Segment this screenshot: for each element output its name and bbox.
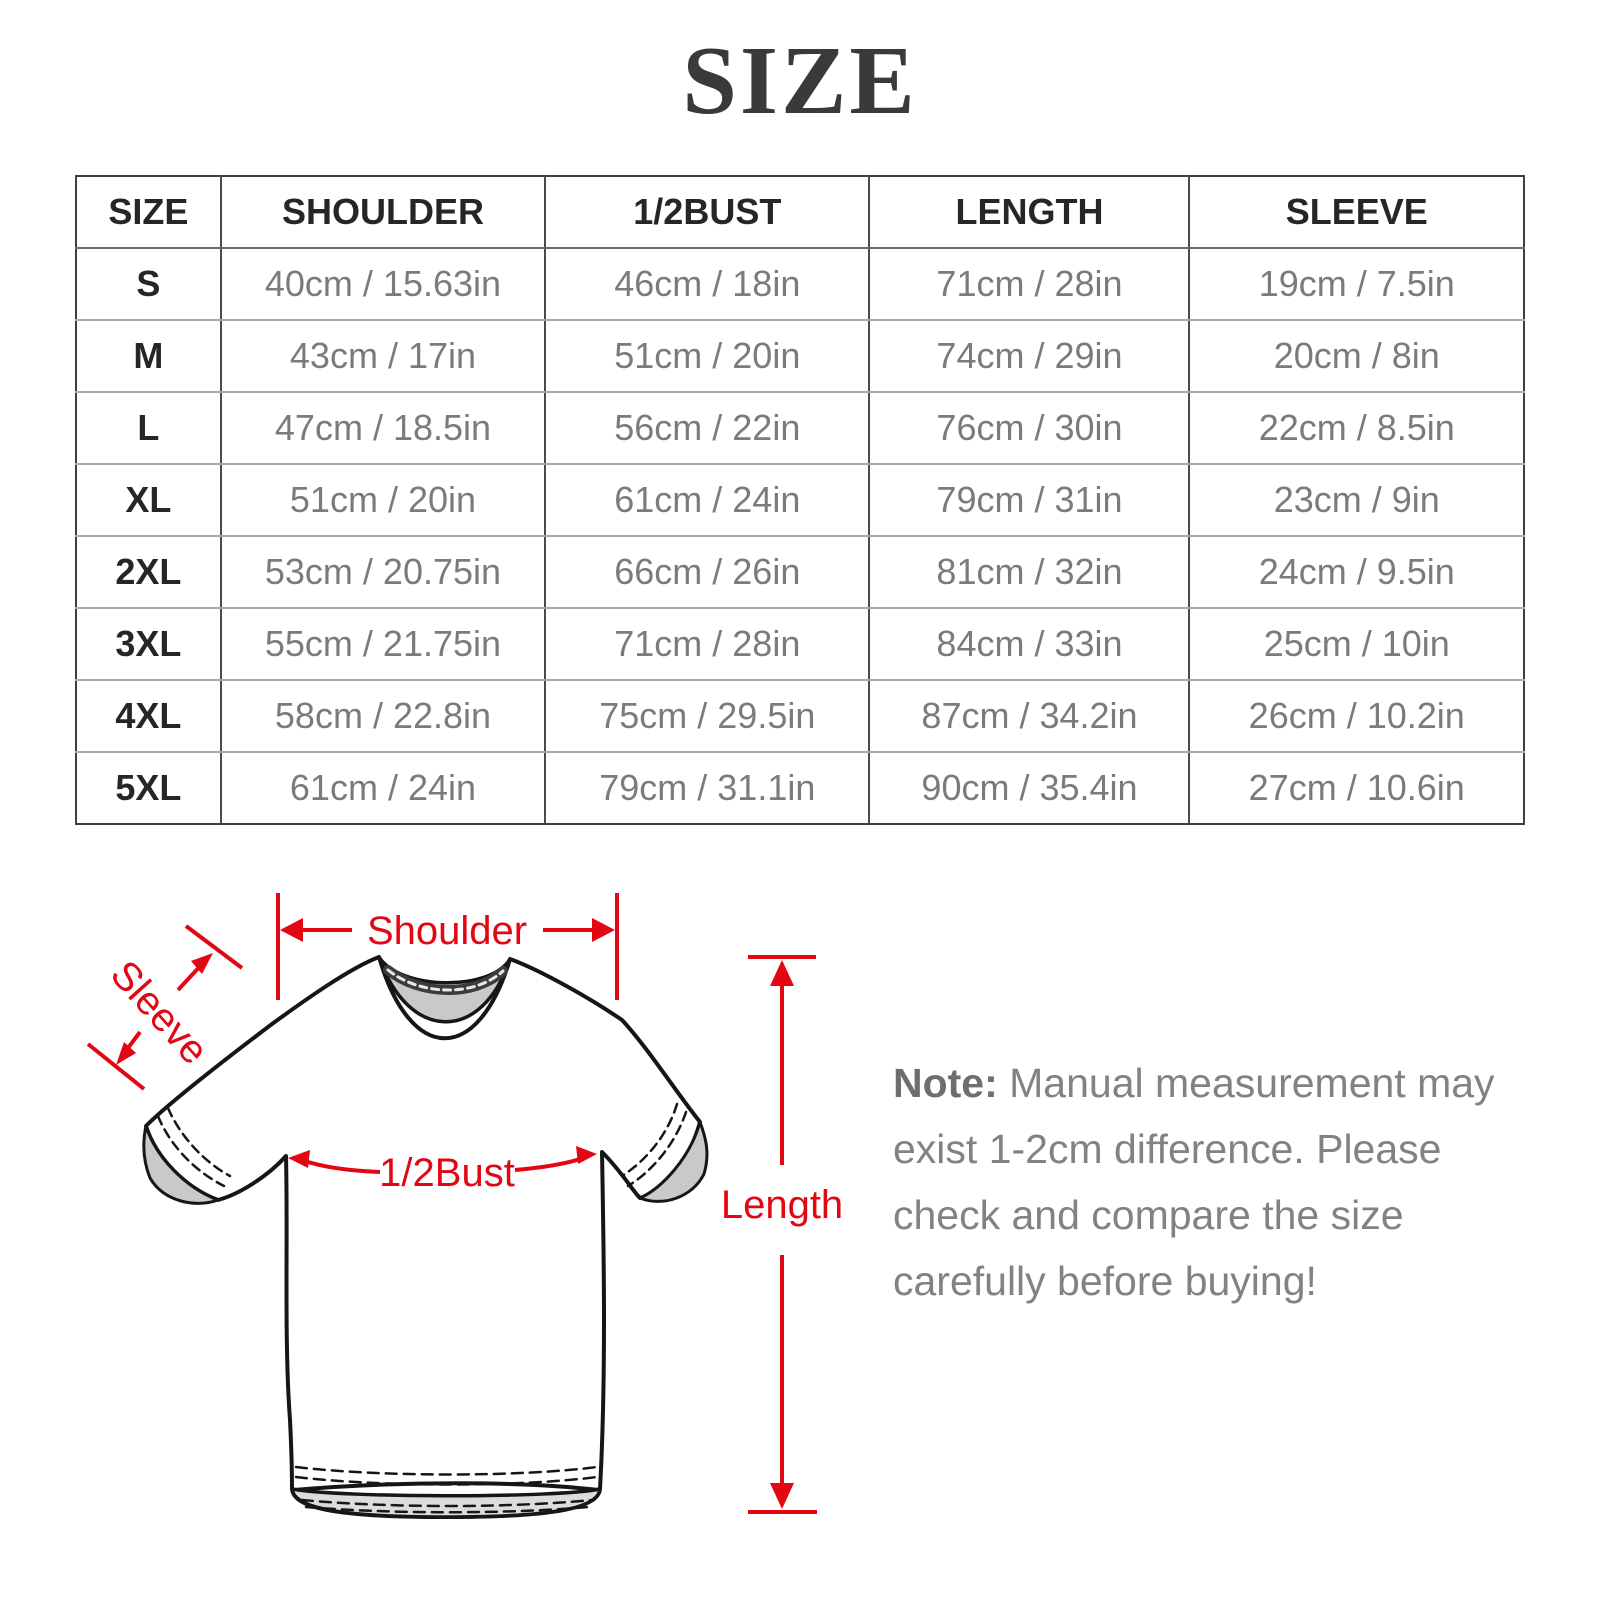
measurement-cell: 27cm / 10.6in <box>1188 751 1525 825</box>
measurement-cell: 79cm / 31.1in <box>544 751 871 825</box>
measurement-cell: 58cm / 22.8in <box>219 679 547 753</box>
measurement-cell: 87cm / 34.2in <box>868 679 1191 753</box>
table-row: 5XL 61cm / 24in 79cm / 31.1in 90cm / 35.… <box>75 751 1525 825</box>
size-cell: 4XL <box>75 679 222 753</box>
measurement-cell: 47cm / 18.5in <box>219 391 547 465</box>
col-header-length: LENGTH <box>868 175 1191 249</box>
page-title: SIZE <box>682 27 918 135</box>
measurement-cell: 24cm / 9.5in <box>1188 535 1525 609</box>
hem-band-stitch <box>304 1505 590 1514</box>
measurement-cell: 66cm / 26in <box>544 535 871 609</box>
measurement-cell: 75cm / 29.5in <box>544 679 871 753</box>
measurement-cell: 55cm / 21.75in <box>219 607 547 681</box>
note-line: check and compare the size <box>893 1192 1404 1238</box>
note-line: exist 1-2cm difference. Please <box>893 1126 1442 1172</box>
hem-stitch <box>294 1465 599 1476</box>
measurement-cell: 51cm / 20in <box>544 319 871 393</box>
table-row: XL 51cm / 20in 61cm / 24in 79cm / 31in 2… <box>75 463 1525 537</box>
measurement-cell: 61cm / 24in <box>219 751 547 825</box>
measurement-cell: 20cm / 8in <box>1188 319 1525 393</box>
length-dimension: Length <box>721 955 843 1514</box>
left-cuff <box>142 1124 220 1205</box>
measurement-note: Note: Manual measurement may exist 1-2cm… <box>893 1050 1533 1314</box>
right-cuff <box>638 1120 709 1203</box>
right-cuff-stitch <box>626 1110 688 1188</box>
measurement-cell: 25cm / 10in <box>1188 607 1525 681</box>
size-diagram: Shoulder Sleeve 1/2Bust L <box>86 893 843 1519</box>
measurement-cell: 74cm / 29in <box>868 319 1191 393</box>
measurement-cell: 84cm / 33in <box>868 607 1191 681</box>
tshirt-illustration <box>142 955 709 1519</box>
collar-rib-stitch <box>386 968 505 992</box>
note-line: Note: Manual measurement may <box>893 1050 1533 1116</box>
shoulder-label: Shoulder <box>367 909 527 953</box>
hem-band-stitch <box>300 1498 594 1508</box>
left-cuff-stitch <box>166 1106 232 1178</box>
measurement-cell: 90cm / 35.4in <box>868 751 1191 825</box>
tshirt-outline <box>144 955 702 1519</box>
measurement-cell: 56cm / 22in <box>544 391 871 465</box>
size-cell: 3XL <box>75 607 222 681</box>
measurement-cell: 40cm / 15.63in <box>219 247 547 321</box>
note-prefix: Note: <box>893 1060 998 1106</box>
bust-dimension: 1/2Bust <box>288 1146 597 1195</box>
col-header-shoulder: SHOULDER <box>219 175 547 249</box>
table-row: S 40cm / 15.63in 46cm / 18in 71cm / 28in… <box>75 247 1525 321</box>
bust-label: 1/2Bust <box>379 1151 515 1195</box>
table-row: 3XL 55cm / 21.75in 71cm / 28in 84cm / 33… <box>75 607 1525 681</box>
right-cuff-stitch <box>620 1102 679 1178</box>
table-header-row: SIZE SHOULDER 1/2BUST LENGTH SLEEVE <box>75 175 1525 249</box>
measurement-cell: 26cm / 10.2in <box>1188 679 1525 753</box>
col-header-sleeve: SLEEVE <box>1188 175 1525 249</box>
measurement-cell: 22cm / 8.5in <box>1188 391 1525 465</box>
size-cell: M <box>75 319 222 393</box>
size-cell: 5XL <box>75 751 222 825</box>
measurement-cell: 23cm / 9in <box>1188 463 1525 537</box>
size-cell: L <box>75 391 222 465</box>
table-row: 4XL 58cm / 22.8in 75cm / 29.5in 87cm / 3… <box>75 679 1525 753</box>
hem-fold-line <box>292 1481 601 1492</box>
measurement-cell: 71cm / 28in <box>544 607 871 681</box>
measurement-cell: 71cm / 28in <box>868 247 1191 321</box>
note-line: carefully before buying! <box>893 1258 1317 1304</box>
measurement-cell: 43cm / 17in <box>219 319 547 393</box>
table-row: L 47cm / 18.5in 56cm / 22in 76cm / 30in … <box>75 391 1525 465</box>
measurement-cell: 79cm / 31in <box>868 463 1191 537</box>
measurement-cell: 19cm / 7.5in <box>1188 247 1525 321</box>
shoulder-dimension: Shoulder <box>276 893 619 1000</box>
measurement-cell: 51cm / 20in <box>219 463 547 537</box>
measurement-cell: 81cm / 32in <box>868 535 1191 609</box>
size-chart-table: SIZE SHOULDER 1/2BUST LENGTH SLEEVE S 40… <box>75 175 1525 825</box>
left-cuff-stitch <box>156 1114 226 1188</box>
measurement-cell: 61cm / 24in <box>544 463 871 537</box>
measurement-cell: 53cm / 20.75in <box>219 535 547 609</box>
length-label: Length <box>721 1183 843 1227</box>
size-cell: XL <box>75 463 222 537</box>
table-row: 2XL 53cm / 20.75in 66cm / 26in 81cm / 32… <box>75 535 1525 609</box>
size-cell: 2XL <box>75 535 222 609</box>
col-header-bust: 1/2BUST <box>544 175 871 249</box>
measurement-cell: 76cm / 30in <box>868 391 1191 465</box>
measurement-cell: 46cm / 18in <box>544 247 871 321</box>
table-row: M 43cm / 17in 51cm / 20in 74cm / 29in 20… <box>75 319 1525 393</box>
size-cell: S <box>75 247 222 321</box>
col-header-size: SIZE <box>75 175 222 249</box>
note-text: Manual measurement may <box>997 1060 1495 1106</box>
